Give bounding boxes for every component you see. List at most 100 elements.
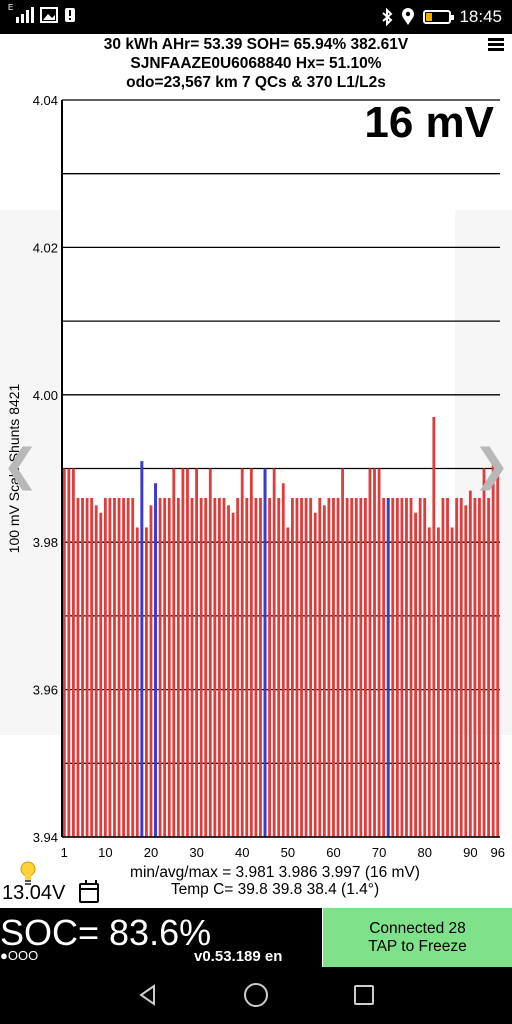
cell-bar — [300, 497, 303, 837]
cell-bar-highlight — [140, 461, 144, 837]
cell-bar — [478, 497, 481, 837]
x-tick-label: 70 — [372, 845, 386, 860]
chevron-left-icon[interactable]: ❮ — [2, 441, 39, 490]
soc-panel: SOC= 83.6% ●OOO v0.53.189 en — [0, 908, 322, 967]
cell-bar — [259, 497, 262, 837]
network-type: E — [8, 3, 14, 12]
cell-bar — [377, 468, 381, 837]
cell-bar — [322, 505, 326, 837]
cell-bar — [158, 497, 162, 837]
cell-bar — [204, 497, 208, 837]
cell-bar — [222, 497, 226, 837]
cell-bar — [277, 497, 281, 837]
cell-bar — [281, 483, 285, 837]
y-tick-label: 4.02 — [33, 240, 58, 255]
cell-bar — [327, 497, 331, 837]
cell-bar — [94, 505, 98, 837]
cell-bar — [487, 497, 491, 837]
cell-bar — [85, 497, 89, 837]
calendar-icon[interactable] — [79, 880, 99, 903]
cell-bar — [167, 497, 171, 837]
cell-bar — [108, 497, 112, 837]
cell-bar — [181, 468, 185, 837]
aux-battery-voltage: 13.04V — [2, 882, 66, 904]
vin-line: SJNFAAZE0U6068840 Hx= 51.10% — [130, 55, 382, 72]
cell-bar — [240, 468, 244, 837]
cell-bar — [295, 497, 299, 837]
page-indicator[interactable]: ●OOO — [0, 948, 39, 963]
x-tick-label: 40 — [235, 845, 249, 860]
cell-bar — [400, 497, 404, 837]
cell-bar — [131, 497, 135, 837]
cell-bar — [405, 497, 408, 837]
cell-bar — [99, 512, 103, 837]
system-nav-bar — [0, 967, 512, 1024]
x-tick-label: 50 — [281, 845, 295, 860]
connection-freeze-button[interactable]: Connected 28 TAP to Freeze — [323, 908, 512, 967]
cell-bar — [163, 497, 167, 837]
cell-bar — [67, 468, 71, 837]
cell-bar — [231, 512, 235, 837]
cell-bar — [464, 505, 468, 837]
pack-summary-line1: 30 kWh AHr= 53.39 SOH= 65.94% 382.61V — [103, 36, 409, 53]
y-tick-label: 4.00 — [33, 388, 58, 403]
image-icon — [40, 7, 58, 23]
y-tick-label: 3.94 — [33, 830, 58, 845]
cell-bar — [213, 497, 217, 837]
cell-bar — [236, 497, 240, 837]
cell-bar — [459, 497, 463, 837]
home-icon[interactable] — [244, 983, 268, 1007]
cell-bar — [391, 497, 395, 837]
cell-bar — [332, 497, 335, 837]
cell-bar — [208, 468, 212, 837]
bluetooth-icon — [382, 8, 393, 26]
cell-bar — [496, 468, 500, 837]
x-tick-label: 10 — [98, 845, 112, 860]
cell-bar — [450, 527, 454, 837]
cell-bar — [227, 505, 230, 837]
cell-bar — [254, 497, 258, 837]
voltage-spread-label: 16 mV — [364, 98, 494, 147]
x-tick-label: 96 — [490, 845, 504, 860]
cell-bar — [81, 497, 84, 837]
cell-bar — [441, 497, 445, 837]
freeze-label: TAP to Freeze — [368, 938, 467, 955]
y-tick-label: 3.98 — [33, 535, 58, 550]
cell-bar — [272, 468, 276, 837]
cell-bar — [217, 497, 221, 837]
cell-bar — [71, 468, 75, 837]
cell-bar — [268, 497, 272, 837]
cell-bar — [195, 468, 199, 837]
cell-bar — [446, 497, 449, 837]
cell-bar — [62, 468, 66, 837]
x-tick-label: 90 — [463, 845, 477, 860]
cell-bar — [432, 416, 436, 837]
chevron-right-icon[interactable]: ❯ — [473, 441, 510, 490]
lightbulb-icon[interactable] — [18, 860, 38, 886]
left-panel-shade — [0, 210, 60, 735]
cell-bar — [190, 497, 194, 837]
cell-bar — [144, 527, 148, 837]
temperature: Temp C= 39.8 39.8 38.4 (1.4°) — [170, 881, 380, 898]
cell-bar — [249, 468, 253, 837]
cell-bar — [345, 497, 349, 837]
cell-bar-highlight — [386, 497, 390, 837]
cell-bar — [149, 505, 153, 837]
battery-icon — [423, 10, 455, 24]
recents-icon[interactable] — [354, 985, 374, 1005]
status-bar: E 18:45 — [0, 0, 512, 34]
location-icon — [402, 8, 415, 25]
cell-voltage-chart: 4.04 4.02 4.00 3.98 3.96 3.941 10 20 30 40 50 60 70 8… — [0, 93, 512, 860]
app-version: v0.53.189 en — [194, 948, 283, 965]
menu-icon[interactable] — [488, 38, 504, 52]
cell-bar — [427, 527, 431, 837]
cell-bar — [354, 497, 358, 837]
cell-bar — [363, 497, 367, 837]
cell-bar — [117, 497, 121, 837]
cell-bar — [382, 497, 386, 837]
cell-bar — [473, 497, 477, 837]
back-icon[interactable] — [136, 983, 160, 1007]
cell-bar — [290, 497, 294, 837]
y-tick-label: 3.96 — [33, 683, 58, 698]
cell-bar — [491, 461, 495, 837]
